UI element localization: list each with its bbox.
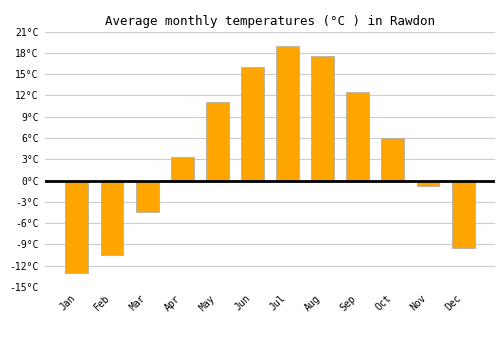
Bar [452, 181, 474, 248]
Bar [241, 67, 264, 181]
Bar [100, 181, 124, 255]
Bar [312, 56, 334, 181]
Bar [276, 46, 299, 181]
Title: Average monthly temperatures (°C ) in Rawdon: Average monthly temperatures (°C ) in Ra… [105, 15, 435, 28]
Bar [206, 103, 229, 181]
Bar [346, 92, 369, 181]
Bar [171, 157, 194, 181]
Bar [66, 181, 88, 273]
Bar [416, 181, 440, 186]
Bar [382, 138, 404, 181]
Bar [136, 181, 158, 212]
